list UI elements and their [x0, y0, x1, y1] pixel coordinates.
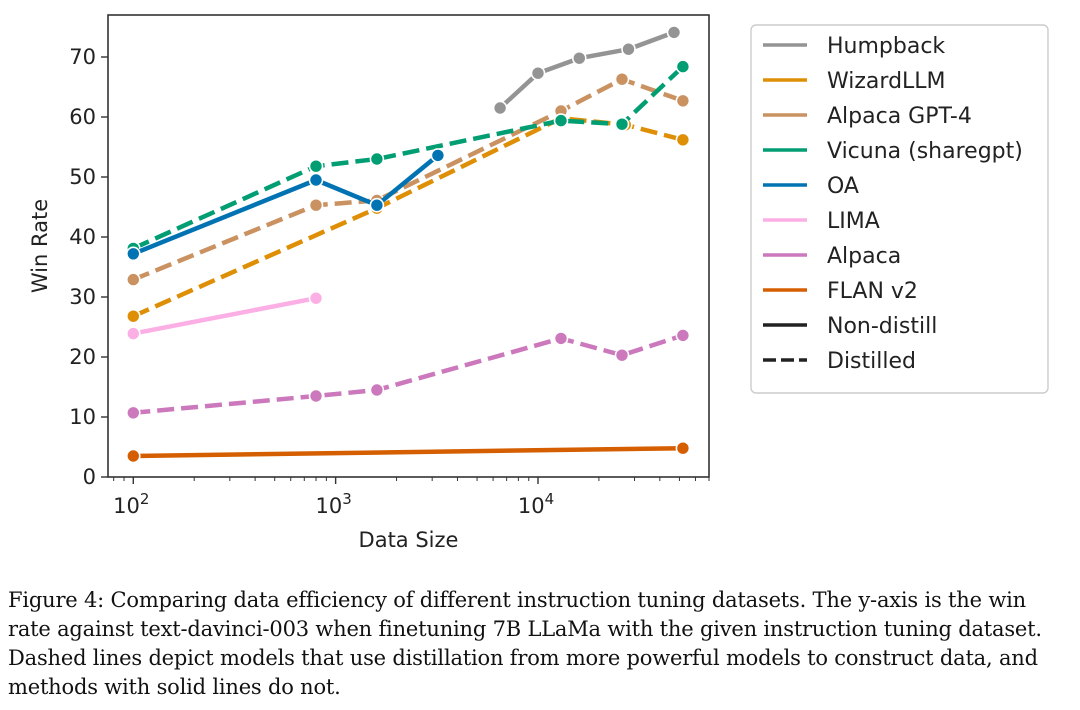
data-point	[492, 100, 508, 116]
line-chart: Data Size Win Rate 0 10 20 30 40 50 60 70 102 103…	[28, 14, 1049, 552]
series-line	[132, 295, 317, 336]
legend: Humpback WizardLLM Alpaca GPT-4 Vicuna (sha…	[750, 24, 1049, 394]
x-tick-label: 104	[518, 490, 554, 518]
series-alpaca-gpt-4	[126, 71, 691, 287]
legend-entry: OA	[763, 174, 859, 199]
series-oa	[126, 148, 446, 262]
legend-entry: Alpaca	[763, 244, 901, 269]
legend-label: OA	[827, 174, 859, 199]
figure-caption: Figure 4: Comparing data efficiency of d…	[8, 588, 1042, 699]
series-wizardllm	[126, 110, 691, 324]
data-point	[126, 405, 141, 421]
legend-box	[750, 24, 1049, 394]
y-tick-label: 50	[69, 165, 96, 189]
legend-label: FLAN v2	[827, 279, 918, 304]
data-point	[675, 328, 691, 343]
data-point	[126, 308, 141, 324]
series-line	[132, 115, 684, 319]
y-tick-label: 0	[83, 465, 96, 489]
legend-label: Humpback	[827, 34, 945, 59]
data-point	[369, 382, 385, 398]
data-point	[126, 272, 141, 287]
legend-label: Vicuna (sharegpt)	[827, 139, 1023, 164]
y-tick-label: 70	[69, 45, 96, 69]
legend-label: WizardLLM	[827, 69, 946, 94]
data-point	[369, 197, 385, 213]
legend-label: Alpaca GPT-4	[827, 104, 972, 129]
x-tick-label: 102	[113, 490, 149, 518]
series-line	[132, 153, 440, 256]
data-point	[675, 132, 691, 148]
y-axis-label: Win Rate	[28, 199, 52, 293]
data-point	[530, 65, 546, 81]
series-alpaca	[126, 328, 691, 421]
legend-entry: LIMA	[763, 209, 880, 234]
data-point	[571, 50, 587, 66]
legend-entry: Humpback	[763, 34, 945, 59]
data-point	[308, 388, 324, 404]
y-tick-label: 60	[69, 105, 96, 129]
data-point	[666, 25, 682, 40]
series-line	[132, 76, 684, 282]
legend-entry: Distilled	[763, 349, 916, 374]
data-point	[308, 172, 324, 188]
figure: Data Size Win Rate 0 10 20 30 40 50 60 70 102 103…	[28, 14, 1049, 552]
series-line	[133, 333, 684, 416]
series-flan-v2	[126, 440, 691, 464]
x-axis-label: Data Size	[359, 528, 459, 552]
y-tick-label: 40	[69, 225, 96, 249]
data-point	[614, 71, 630, 87]
data-point	[126, 246, 141, 262]
data-point	[126, 448, 141, 464]
data-point	[308, 158, 324, 174]
y-tick-label: 30	[69, 285, 96, 309]
axes: Data Size Win Rate 0 10 20 30 40 50 60 70 102 103…	[28, 14, 710, 552]
legend-entry: Vicuna (sharegpt)	[763, 139, 1023, 164]
legend-label: LIMA	[827, 209, 880, 234]
legend-entry: WizardLLM	[763, 69, 946, 94]
legend-entry: Non-distill	[763, 314, 937, 339]
data-point	[553, 113, 569, 128]
data-point	[675, 59, 691, 74]
series-humpback	[492, 25, 682, 116]
x-tick-label: 103	[315, 490, 351, 518]
series-lima	[126, 290, 324, 341]
data-point	[430, 148, 446, 163]
y-tick-label: 10	[69, 405, 96, 429]
data-point	[126, 326, 141, 341]
series-line	[133, 445, 683, 459]
legend-label: Alpaca	[827, 244, 901, 269]
legend-entry: Alpaca GPT-4	[763, 104, 972, 129]
data-point	[369, 151, 385, 167]
legend-label: Non-distill	[827, 314, 937, 339]
data-point	[308, 290, 324, 306]
data-point	[621, 41, 636, 57]
data-point	[675, 93, 691, 109]
data-point	[553, 331, 569, 346]
plot-area	[126, 25, 691, 464]
data-point	[614, 116, 630, 132]
data-point	[308, 197, 324, 213]
axes-frame	[107, 14, 710, 478]
data-point	[614, 347, 630, 363]
data-point	[675, 440, 691, 456]
y-tick-label: 20	[69, 345, 96, 369]
legend-label: Distilled	[827, 349, 916, 374]
legend-entry: FLAN v2	[763, 279, 918, 304]
